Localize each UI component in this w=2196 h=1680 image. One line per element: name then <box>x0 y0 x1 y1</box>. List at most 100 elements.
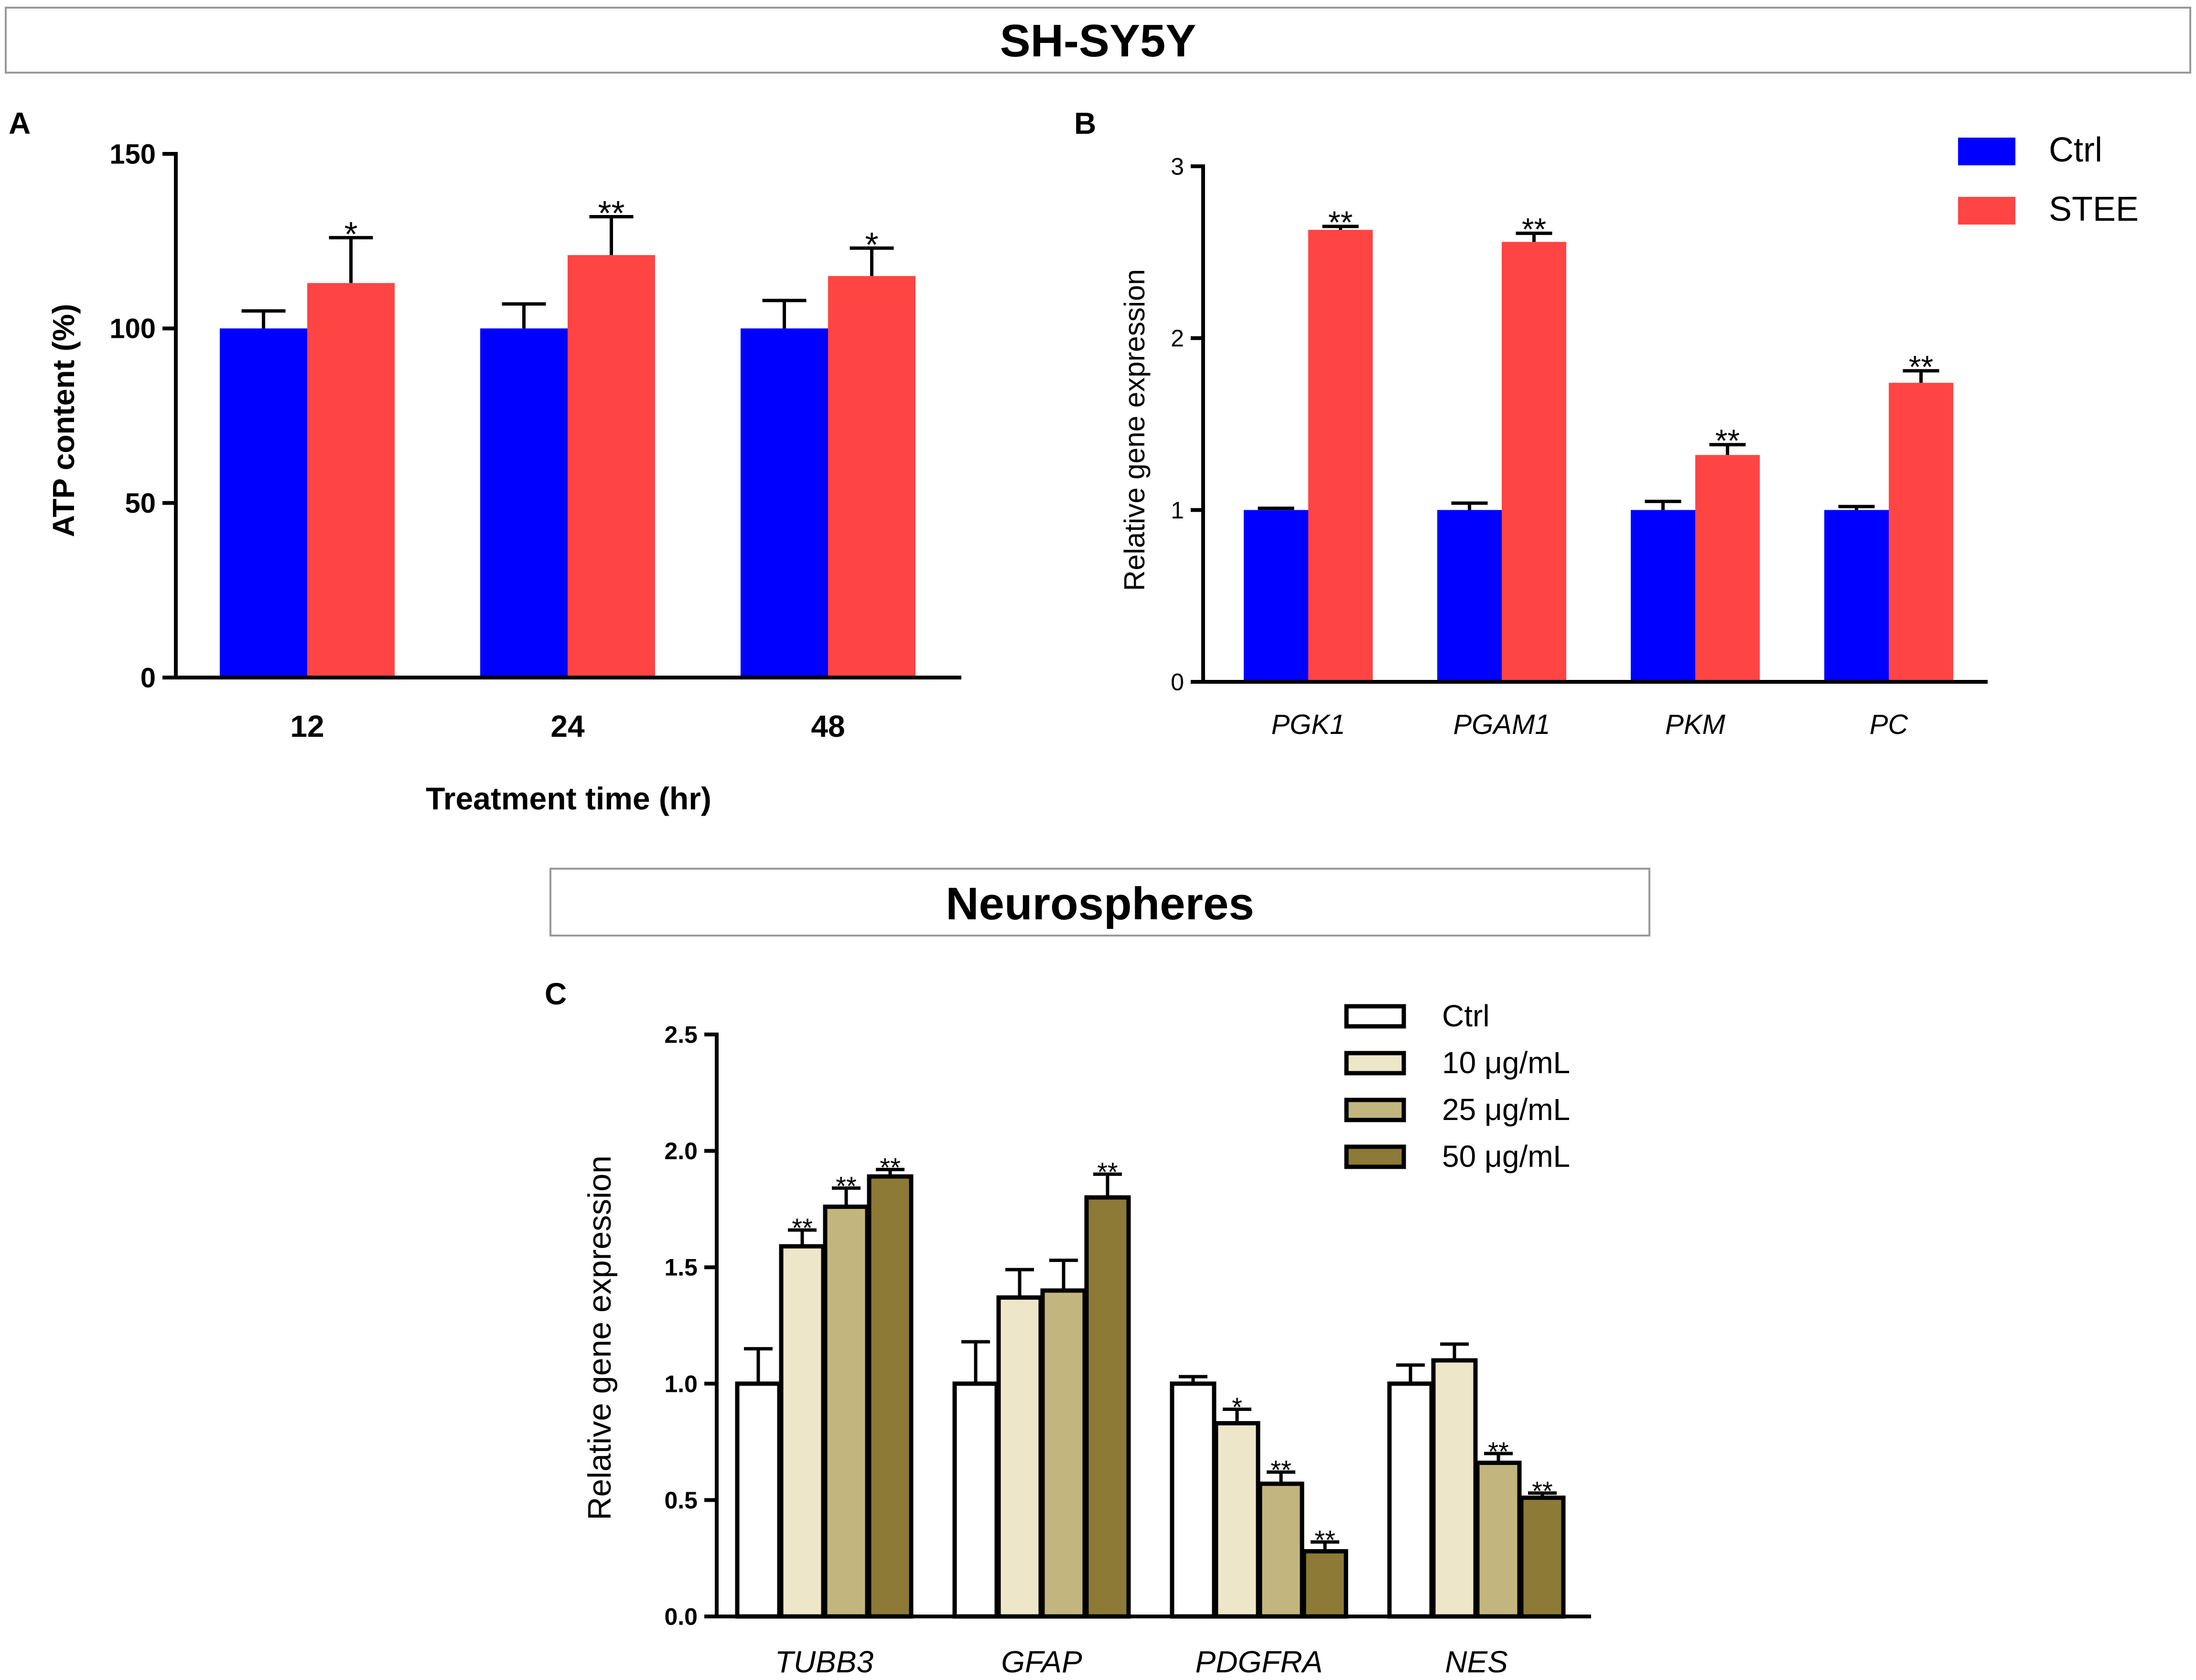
banner-bottom: Neurospheres <box>549 868 1650 937</box>
y-tick-label: 150 <box>109 139 156 170</box>
bar-b-pgk1-s0 <box>1244 510 1308 682</box>
panel-c: C Relative gene expression 0.0 0.5 1.0 1.5 2… <box>545 977 1591 1679</box>
bar-c-gfap-s2 <box>1040 1288 1087 1619</box>
x-tick-label: NES <box>1445 1645 1508 1679</box>
bar-a-24-s0 <box>480 328 568 678</box>
significance-marker: ** <box>598 194 624 233</box>
bar-c-tubb3-s1 <box>779 1244 826 1619</box>
legend-swatch-c-0 <box>1344 1004 1406 1029</box>
bar-c-pdgfra-s2 <box>1258 1481 1304 1619</box>
y-tick-label: 1 <box>1171 497 1184 524</box>
bar-b-pc-s0 <box>1824 510 1889 682</box>
legend-label-c-0: Ctrl <box>1442 999 1490 1033</box>
bar-a-48-s1 <box>828 276 915 678</box>
banner-bottom-box <box>549 868 1650 937</box>
legend-label-c-2: 25 μg/mL <box>1442 1092 1570 1127</box>
bar-b-pgk1-s1 <box>1308 230 1373 682</box>
x-tick-label: PGAM1 <box>1453 709 1550 740</box>
panel-c-legend: Ctrl 10 μg/mL 25 μg/mL 50 μg/mL <box>1344 999 1570 1174</box>
bar-c-tubb3-s2 <box>823 1205 870 1619</box>
bar-c-gfap-s1 <box>996 1295 1043 1619</box>
panel-a-y-axis-title: ATP content (%) <box>46 304 81 537</box>
y-tick-label: 100 <box>109 313 156 345</box>
banner-top-box <box>5 7 2191 74</box>
y-tick-label: 0 <box>140 662 156 693</box>
significance-marker: ** <box>836 1171 857 1201</box>
panel-letter-b: B <box>1074 106 1096 140</box>
y-tick-label: 50 <box>125 488 156 519</box>
legend-swatch-c-2 <box>1344 1098 1406 1122</box>
bar-c-pdgfra-s0 <box>1170 1381 1216 1619</box>
y-tick-label: 0.5 <box>664 1487 698 1514</box>
y-tick-label: 0 <box>1171 669 1184 696</box>
y-tick-label: 1.5 <box>664 1254 698 1281</box>
legend-swatch-b-0 <box>1958 138 2015 165</box>
significance-marker: ** <box>1532 1476 1553 1506</box>
bar-c-nes-s2 <box>1475 1460 1522 1619</box>
bar-b-pkm-s0 <box>1631 510 1695 682</box>
significance-marker: ** <box>792 1213 813 1243</box>
significance-marker: ** <box>1270 1455 1292 1485</box>
y-tick-label: 2 <box>1171 325 1184 352</box>
bar-a-48-s0 <box>741 328 828 678</box>
y-tick-label: 3 <box>1171 153 1184 180</box>
x-tick-label: PC <box>1870 709 1909 740</box>
legend-label-b-0: Ctrl <box>2049 131 2102 169</box>
panel-letter-c: C <box>545 977 567 1011</box>
panel-b: B Relative gene expression 0 1 2 3 PGK1 PGAM1… <box>1074 106 2139 740</box>
x-tick-label: PKM <box>1665 709 1725 740</box>
bar-b-pkm-s1 <box>1695 455 1760 682</box>
bar-b-pgam1-s0 <box>1437 510 1502 682</box>
significance-marker: ** <box>1314 1525 1335 1555</box>
bar-b-pc-s1 <box>1889 383 1953 682</box>
significance-marker: ** <box>1715 423 1740 458</box>
bar-c-tubb3-s0 <box>735 1381 782 1619</box>
bar-a-24-s1 <box>568 255 655 678</box>
y-tick-label: 2.5 <box>664 1022 698 1048</box>
panel-a: A ATP content (%) Treatment time (hr) 0 5… <box>9 106 961 816</box>
panel-b-plot: 0 1 2 3 PGK1 PGAM1 PKM PC ** ** ** ** <box>1171 153 1988 740</box>
bar-a-12-s0 <box>220 328 307 678</box>
significance-marker: ** <box>1909 349 1933 384</box>
legend-swatch-c-1 <box>1344 1051 1406 1076</box>
bar-a-12-s1 <box>307 283 395 678</box>
significance-marker: ** <box>1488 1436 1509 1466</box>
significance-marker: * <box>1232 1392 1242 1422</box>
banner-top-title: SH-SY5Y <box>1000 15 1196 66</box>
x-tick-label: PDGFRA <box>1195 1645 1323 1679</box>
x-tick-label: PGK1 <box>1271 709 1346 740</box>
panel-letter-a: A <box>9 106 31 140</box>
x-tick-label: 12 <box>290 709 324 743</box>
banner-bottom-title: Neurospheres <box>946 878 1254 929</box>
bar-b-pgam1-s1 <box>1502 242 1566 682</box>
x-tick-label: 24 <box>550 709 585 743</box>
bar-c-nes-s3 <box>1519 1496 1566 1619</box>
bar-c-nes-s0 <box>1387 1381 1434 1619</box>
legend-swatch-c-3 <box>1344 1144 1406 1169</box>
legend-label-b-1: STEE <box>2049 190 2139 228</box>
panel-b-legend: Ctrl STEE <box>1958 131 2139 228</box>
significance-marker: * <box>865 226 878 264</box>
bar-c-pdgfra-s3 <box>1302 1549 1348 1619</box>
bar-c-nes-s1 <box>1431 1358 1478 1619</box>
significance-marker: * <box>344 215 357 254</box>
y-tick-label: 0.0 <box>664 1604 698 1630</box>
bar-c-gfap-s3 <box>1084 1195 1131 1619</box>
panel-c-y-axis-title: Relative gene expression <box>581 1155 618 1520</box>
bar-c-gfap-s0 <box>952 1381 999 1619</box>
banner-top: SH-SY5Y <box>5 7 2191 74</box>
panel-b-y-axis-title: Relative gene expression <box>1119 269 1151 591</box>
panel-a-x-axis-title: Treatment time (hr) <box>426 781 711 816</box>
significance-marker: ** <box>1097 1157 1118 1187</box>
legend-label-c-3: 50 μg/mL <box>1442 1139 1570 1174</box>
significance-marker: ** <box>1328 205 1353 240</box>
legend-swatch-b-1 <box>1958 197 2015 225</box>
x-tick-label: TUBB3 <box>775 1645 874 1679</box>
y-tick-label: 1.0 <box>664 1370 698 1397</box>
x-tick-label: GFAP <box>1001 1645 1082 1679</box>
x-tick-label: 48 <box>811 709 845 743</box>
significance-marker: ** <box>880 1152 901 1182</box>
